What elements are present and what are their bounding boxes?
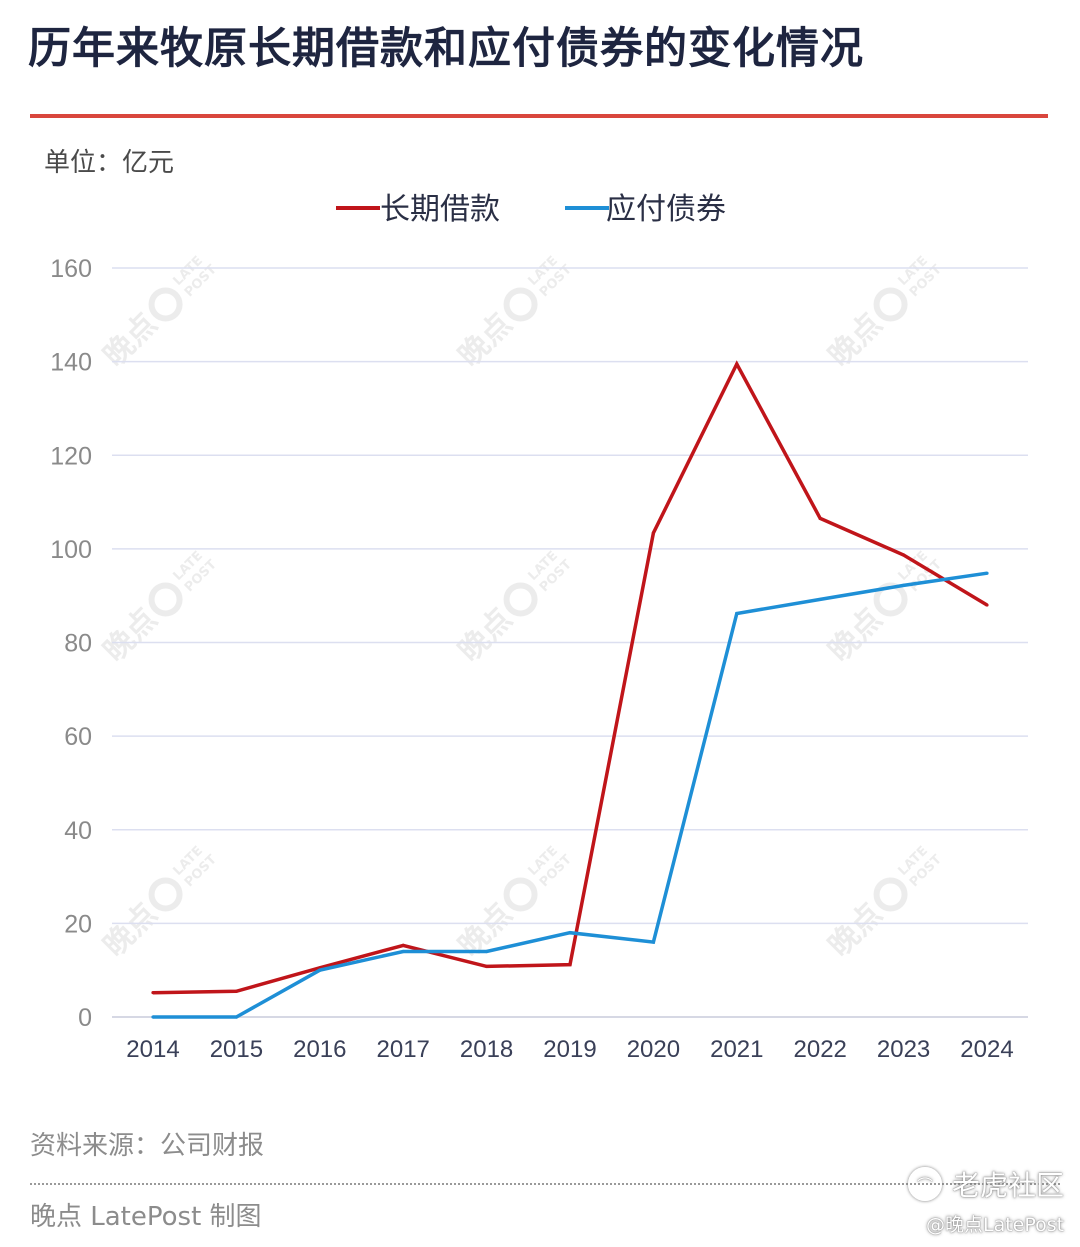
- x-tick-label: 2021: [710, 1036, 763, 1063]
- grid-lines: [112, 267, 1028, 1018]
- x-tick-label: 2016: [293, 1036, 346, 1063]
- y-tick-label: 40: [64, 817, 92, 845]
- data-point: [818, 597, 822, 602]
- data-point: [485, 949, 489, 954]
- data-point: [985, 571, 989, 575]
- y-axis-ticks: 0 20 40 60 80 100 120 140 160: [50, 255, 92, 1032]
- footer-divider: [30, 1183, 1060, 1185]
- data-point: [735, 362, 739, 366]
- x-tick-label: 2024: [960, 1036, 1013, 1063]
- data-point: [318, 968, 322, 972]
- tiger-logo-icon: ⌒: [908, 1167, 942, 1201]
- series-lines: [151, 360, 989, 1019]
- data-point: [568, 962, 572, 967]
- data-point: [401, 943, 405, 947]
- y-tick-label: 120: [50, 442, 92, 470]
- y-tick-label: 60: [64, 723, 92, 751]
- chart-credit: 晚点 LatePost 制图: [30, 1202, 262, 1232]
- watermark-logo-icon: [503, 582, 538, 617]
- legend-label: 应付债券: [606, 192, 726, 227]
- x-tick-label: 2014: [126, 1036, 179, 1063]
- data-point: [818, 516, 822, 521]
- y-tick-label: 140: [50, 349, 92, 377]
- data-point: [651, 531, 656, 535]
- watermark-logo-icon: [873, 287, 908, 322]
- watermark-logo-icon: [873, 877, 908, 912]
- data-point: [902, 553, 906, 557]
- x-tick-label: 2018: [460, 1036, 513, 1063]
- y-tick-label: 80: [64, 630, 92, 658]
- watermark-logo-icon: [148, 877, 183, 912]
- data-point: [234, 989, 238, 993]
- x-tick-label: 2017: [377, 1036, 430, 1063]
- data-point: [485, 964, 489, 969]
- data-point: [651, 940, 656, 944]
- y-tick-label: 0: [78, 1004, 92, 1032]
- x-tick-label: 2020: [627, 1036, 680, 1063]
- data-point: [568, 931, 572, 935]
- x-tick-label: 2022: [794, 1036, 847, 1063]
- data-point: [401, 949, 405, 954]
- community-watermark-text: 老虎社区: [952, 1169, 1065, 1202]
- watermark-logo-icon: [503, 877, 538, 912]
- data-point: [234, 1015, 238, 1019]
- x-axis-ticks: 2014 2015 2016 2017 2018 2019 2020 2021 2022 2023…: [126, 1036, 1013, 1063]
- y-tick-label: 20: [64, 910, 92, 938]
- watermark-logo-icon: [503, 287, 538, 322]
- source-note: 资料来源：公司财报: [30, 1131, 265, 1161]
- watermark-logo-icon: [148, 582, 183, 617]
- community-watermark: ⌒ 老虎社区: [908, 1164, 1064, 1204]
- handle-watermark: @晚点LatePost: [926, 1214, 1065, 1236]
- chart-title: 历年来牧原长期借款和应付债券的变化情况: [28, 24, 864, 74]
- data-point: [735, 611, 739, 616]
- unit-label: 单位：亿元: [44, 148, 175, 178]
- data-point: [985, 603, 989, 607]
- x-tick-label: 2023: [877, 1036, 930, 1063]
- title-divider: [30, 114, 1048, 118]
- data-point: [151, 991, 155, 995]
- data-point: [902, 583, 906, 587]
- x-tick-label: 2015: [210, 1036, 263, 1063]
- legend: 长期借款 应付债券: [336, 192, 726, 227]
- x-tick-label: 2019: [543, 1036, 596, 1063]
- data-point: [151, 1015, 155, 1019]
- legend-label: 长期借款: [380, 192, 500, 227]
- watermark-logo-icon: [148, 287, 183, 322]
- y-tick-label: 100: [50, 536, 92, 564]
- y-tick-label: 160: [50, 255, 92, 283]
